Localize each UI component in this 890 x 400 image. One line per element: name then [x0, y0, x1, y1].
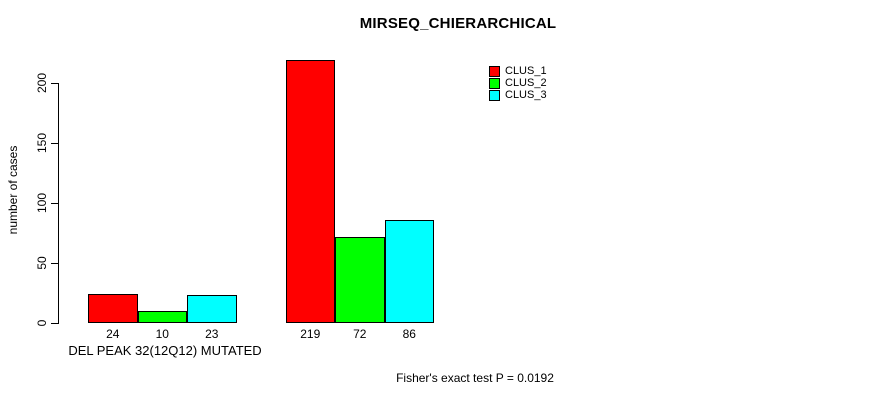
y-tick: [51, 323, 58, 324]
y-tick-label: 50: [35, 256, 49, 270]
y-tick-label: 150: [35, 132, 49, 154]
bar-clus_1-group2: [285, 60, 335, 323]
bar-value-label: 72: [353, 327, 367, 341]
y-tick-label: 100: [35, 192, 49, 214]
legend-label: CLUS_1: [505, 65, 547, 77]
y-tick: [51, 203, 58, 204]
bar-clus_2-group2: [335, 236, 385, 323]
legend-item-clus_2: CLUS_2: [489, 77, 547, 89]
legend-swatch-icon: [489, 89, 500, 101]
bar-value-label: 86: [402, 327, 416, 341]
y-axis-line: [58, 83, 59, 324]
bar-value-label: 23: [205, 327, 219, 341]
legend: CLUS_1 CLUS_2 CLUS_3: [489, 65, 547, 101]
bar-clus_1-group1: [88, 294, 138, 323]
legend-label: CLUS_2: [505, 77, 547, 89]
bar-value-label: 24: [106, 327, 120, 341]
x-axis-label: DEL PEAK 32(12Q12) MUTATED: [68, 343, 262, 358]
footer-stat-text: Fisher's exact test P = 0.0192: [396, 371, 554, 385]
legend-swatch-icon: [489, 77, 500, 89]
y-tick-label: 0: [35, 319, 49, 327]
y-tick: [51, 263, 58, 264]
legend-label: CLUS_3: [505, 89, 547, 101]
legend-swatch-icon: [489, 65, 500, 77]
chart-title: MIRSEQ_CHIERARCHICAL: [359, 15, 557, 32]
legend-item-clus_3: CLUS_3: [489, 89, 547, 101]
bar-clus_3-group2: [384, 219, 434, 323]
y-axis-label: number of cases: [6, 145, 20, 235]
bar-value-label: 219: [300, 327, 321, 341]
y-tick: [51, 143, 58, 144]
y-tick: [51, 83, 58, 84]
y-tick-label: 200: [35, 72, 49, 94]
bar-value-label: 10: [155, 327, 169, 341]
bar-clus_2-group1: [137, 311, 187, 323]
legend-item-clus_1: CLUS_1: [489, 65, 547, 77]
bar-clus_3-group1: [187, 295, 237, 323]
